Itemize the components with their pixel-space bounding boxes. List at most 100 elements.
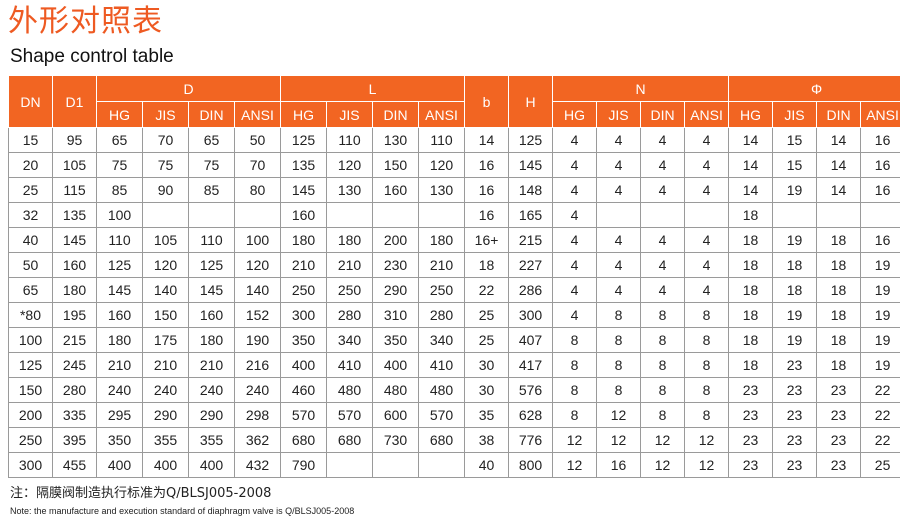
subheader-phi-jis: JIS	[772, 101, 818, 128]
table-cell: 12	[552, 427, 598, 453]
table-cell: 150	[372, 152, 419, 178]
table-row: 50 160 125 120 125 120 210 210 230 210 18 227 4 4 4 4 18…	[8, 252, 900, 278]
table-cell: 40	[8, 227, 53, 253]
table-cell: 200	[8, 402, 53, 428]
table-cell: 310	[372, 302, 419, 328]
table-cell: 8	[552, 377, 598, 403]
table-cell: 400	[280, 352, 327, 378]
table-cell: 4	[596, 127, 642, 153]
table-cell: 85	[96, 177, 143, 203]
table-cell: 15	[772, 127, 818, 153]
header-group-d: D	[96, 75, 281, 102]
table-cell: 23	[728, 402, 774, 428]
table-cell: 480	[326, 377, 373, 403]
table-cell: 16	[464, 177, 510, 203]
table-cell: 4	[684, 252, 730, 278]
table-cell: 38	[464, 427, 510, 453]
table-cell: 40	[464, 452, 510, 478]
table-cell: 175	[142, 327, 189, 353]
table-cell: 4	[684, 152, 730, 178]
table-cell: 125	[8, 352, 53, 378]
table-body: 15 95 65 70 65 50 125 110 130 110 14 125 4 4 4 4 14 15 14 1…	[8, 127, 900, 478]
header-group-n: N	[552, 75, 730, 102]
table-cell: 160	[188, 302, 235, 328]
table-cell: 12	[684, 427, 730, 453]
shape-control-table: DN D1 D L b H N Φ HG JIS DIN ANSI HG JIS…	[8, 75, 900, 478]
table-cell: 210	[142, 352, 189, 378]
table-cell: 340	[326, 327, 373, 353]
subheader-n-hg: HG	[552, 101, 598, 128]
table-cell: 16	[860, 152, 900, 178]
table-cell: 14	[728, 127, 774, 153]
table-cell: 130	[417, 177, 466, 203]
subheader-n-jis: JIS	[596, 101, 642, 128]
table-cell: 245	[52, 352, 97, 378]
table-cell: 400	[142, 452, 189, 478]
table-cell: 4	[640, 177, 686, 203]
table-cell: 125	[508, 127, 554, 153]
table-cell: 23	[816, 452, 862, 478]
table-cell: 240	[142, 377, 189, 403]
table-row: 65 180 145 140 145 140 250 250 290 250 22 286 4 4 4 4 18…	[8, 277, 900, 303]
table-cell: 570	[326, 402, 373, 428]
table-cell: 576	[508, 377, 554, 403]
table-row: 250 395 350 355 355 362 680 680 730 680 38 776 12 12 1…	[8, 427, 900, 453]
table-cell: 240	[96, 377, 143, 403]
table-cell: 195	[52, 302, 97, 328]
table-cell: 18	[816, 277, 862, 303]
table-cell: 4	[640, 252, 686, 278]
table-cell: 407	[508, 327, 554, 353]
table-cell: 410	[417, 352, 466, 378]
table-cell: 14	[816, 177, 862, 203]
table-cell: 227	[508, 252, 554, 278]
table-cell: 18	[816, 302, 862, 328]
table-cell	[816, 202, 862, 228]
table-cell: 8	[640, 302, 686, 328]
table-cell: 145	[52, 227, 97, 253]
table-cell: 16+	[464, 227, 510, 253]
table-row: 20 105 75 75 75 70 135 120 150 120 16 145 4 4 4 4 14 15 14…	[8, 152, 900, 178]
table-cell: 148	[508, 177, 554, 203]
table-cell: 14	[728, 177, 774, 203]
table-cell: 8	[552, 352, 598, 378]
table-cell	[142, 202, 189, 228]
table-cell: 180	[52, 277, 97, 303]
table-cell: 32	[8, 202, 53, 228]
table-cell: 216	[234, 352, 281, 378]
table-cell: 4	[552, 227, 598, 253]
table-row: 150 280 240 240 240 240 460 480 480 480 30 576 8 8 8 8 2…	[8, 377, 900, 403]
table-cell	[326, 452, 373, 478]
table-cell: 18	[728, 352, 774, 378]
subheader-l-jis: JIS	[326, 101, 373, 128]
table-cell: 110	[417, 127, 466, 153]
subheader-phi-ansi: ANSI	[860, 101, 900, 128]
table-row: 200 335 295 290 290 298 570 570 600 570 35 628 8 12 8 8…	[8, 402, 900, 428]
table-cell: 8	[596, 377, 642, 403]
table-cell: 23	[772, 402, 818, 428]
table-cell: 400	[96, 452, 143, 478]
table-cell: 22	[860, 402, 900, 428]
table-cell: 152	[234, 302, 281, 328]
table-cell: 355	[142, 427, 189, 453]
table-cell: 18	[816, 252, 862, 278]
table-cell: 100	[8, 327, 53, 353]
table-cell: 120	[142, 252, 189, 278]
table-cell: 290	[372, 277, 419, 303]
table-cell: 110	[188, 227, 235, 253]
table-cell: 180	[188, 327, 235, 353]
table-cell	[326, 202, 373, 228]
table-cell: 160	[96, 302, 143, 328]
table-cell: 125	[96, 252, 143, 278]
table-cell: 85	[188, 177, 235, 203]
table-cell: 4	[552, 177, 598, 203]
table-cell: 19	[860, 252, 900, 278]
table-cell: 410	[326, 352, 373, 378]
table-cell: 14	[816, 127, 862, 153]
table-cell: 8	[552, 402, 598, 428]
table-cell: 362	[234, 427, 281, 453]
table-cell: 18	[816, 352, 862, 378]
table-cell: 16	[860, 127, 900, 153]
table-cell: 300	[508, 302, 554, 328]
table-cell: 16	[596, 452, 642, 478]
subheader-n-ansi: ANSI	[684, 101, 730, 128]
